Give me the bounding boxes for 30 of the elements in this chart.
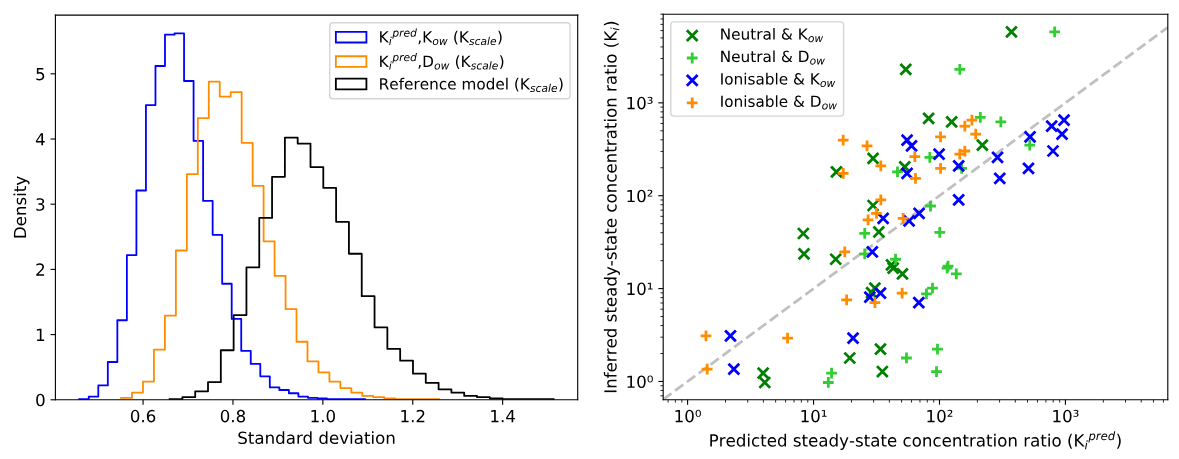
x-axis-title: Standard deviation xyxy=(238,431,395,445)
y-tick-label: 10¹ xyxy=(627,282,653,296)
y-tick-label: 3 xyxy=(36,198,45,211)
y-tick-label: 10² xyxy=(627,189,653,203)
y-tick-label: 10⁰ xyxy=(627,375,653,389)
legend-label: Neutral & D$_{ow}$ xyxy=(721,50,825,65)
legend-label: Ionisable & K$_{ow}$ xyxy=(721,72,836,88)
legend-label: Ionisable & D$_{ow}$ xyxy=(721,95,837,110)
x-tick-label: 1.2 xyxy=(401,409,425,423)
y-tick-label: 1 xyxy=(36,328,45,341)
x-tick-label: 10³ xyxy=(1053,409,1079,423)
y-tick-label: 0 xyxy=(36,393,45,407)
x-tick-label: 10¹ xyxy=(801,409,827,423)
legend-label: Reference model (K$_{scale}$) xyxy=(380,77,563,93)
y-axis-title: Inferred steady-state concentration ratio (K$_{i}$) xyxy=(603,21,620,393)
legend-label: K$_{i}$$^{pred}$,D$_{ow}$ (K$_{scale}$) xyxy=(380,52,504,70)
legend-label: K$_{i}$$^{pred}$,K$_{ow}$ (K$_{scale}$) xyxy=(380,28,502,46)
x-tick-label: 10² xyxy=(927,409,953,423)
y-tick-label: 2 xyxy=(36,263,45,276)
y-tick-label: 5 xyxy=(36,68,45,81)
x-tick-label: 1.4 xyxy=(491,410,515,423)
x-tick-label: 0.8 xyxy=(220,409,246,423)
legend-label: Neutral & K$_{ow}$ xyxy=(721,27,824,43)
x-tick-label: 10⁰ xyxy=(675,409,701,423)
x-axis-title: Predicted steady-state concentration ratio (K$_{i}$$^{pred}$) xyxy=(710,431,1121,450)
y-axis-title: Density xyxy=(13,176,30,238)
y-tick-label: 10³ xyxy=(627,96,653,110)
y-tick-label: 4 xyxy=(35,133,45,146)
x-tick-label: 1.0 xyxy=(311,409,335,423)
x-tick-label: 0.6 xyxy=(130,409,156,423)
